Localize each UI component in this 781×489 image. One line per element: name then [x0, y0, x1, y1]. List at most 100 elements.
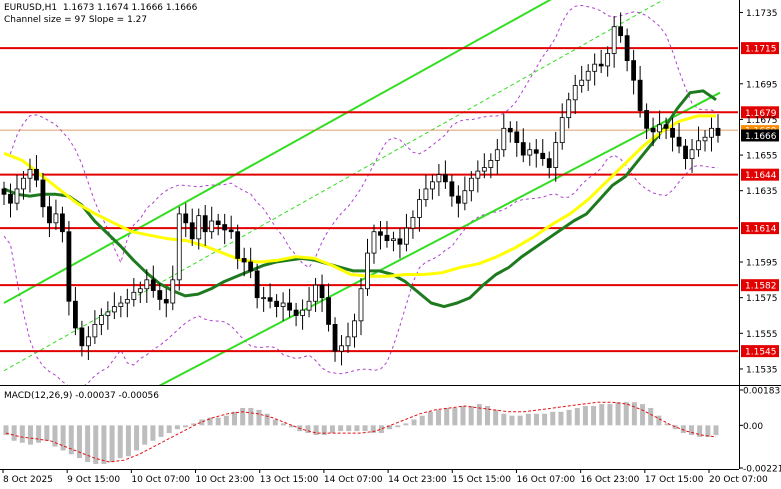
candle-body	[313, 284, 318, 302]
candle-body	[358, 288, 364, 322]
candle-body	[150, 279, 156, 291]
candle-body	[215, 220, 221, 225]
candle-body	[566, 99, 572, 119]
candle-body	[592, 63, 598, 72]
macd-histogram-bar	[117, 425, 123, 459]
macd-histogram-bar	[191, 423, 197, 426]
macd-histogram-bar	[460, 406, 466, 426]
candle-body	[73, 300, 78, 329]
macd-histogram-bar	[134, 425, 140, 451]
candle-body	[105, 311, 111, 316]
macd-histogram-bar	[444, 407, 450, 426]
macd-histogram-bar	[183, 425, 189, 428]
candle-body	[481, 167, 487, 172]
candle-body	[572, 85, 578, 101]
macd-histogram-bar	[493, 409, 499, 426]
price-tick-label: 1.1675	[746, 116, 778, 126]
slow-MA-line	[3, 114, 716, 278]
macd-histogram-bar	[109, 425, 115, 463]
candle-body	[66, 231, 72, 302]
candle-body	[202, 215, 208, 233]
candle-body	[429, 181, 435, 190]
candle-body	[709, 127, 714, 138]
time-axis: 8 Oct 2025 9 Oct 15:00 10 Oct 07:00 10 Oct …	[2, 469, 768, 485]
envelope-bands	[3, 4, 719, 385]
macd-histogram-bar	[501, 413, 507, 426]
macd-histogram-bar	[240, 407, 246, 426]
macd-histogram-bar	[346, 425, 352, 432]
macd-histogram-bar	[452, 407, 458, 426]
level-label-bg-1.1614	[741, 222, 779, 235]
candle-body	[494, 149, 500, 161]
candle-body	[280, 302, 286, 307]
candle-body	[637, 79, 643, 111]
candle-body	[436, 174, 442, 183]
macd-histogram-bar	[223, 415, 229, 426]
candle-body	[332, 323, 338, 352]
macd-histogram-bar	[280, 423, 286, 426]
level-label-bg-1.1582	[741, 279, 779, 292]
macd-histogram-bar	[313, 425, 319, 435]
macd-histogram-bar	[615, 402, 621, 426]
price-tick-label: 1.1655	[746, 152, 778, 162]
candle-body	[397, 238, 403, 245]
candle-body	[559, 117, 565, 143]
macd-histogram-bar	[11, 425, 17, 441]
candle-body	[27, 168, 33, 179]
macd-panel: 0.00183 0.00 -0.00221	[3, 387, 781, 475]
candle-body	[14, 188, 20, 204]
time-tick-label: 20 Oct 07:00	[709, 475, 768, 485]
macd-histogram-bar	[215, 417, 221, 426]
macd-histogram-bar	[158, 425, 164, 437]
current-price-tag: 1.1666	[745, 132, 777, 142]
channel-info: Channel size = 97 Slope = 1.27	[4, 15, 148, 25]
macd-histogram-bar	[664, 423, 670, 426]
candle-body	[520, 142, 526, 156]
level-label-1.1715: 1.1715	[745, 45, 777, 55]
candle-body	[417, 199, 422, 218]
candle-body	[546, 158, 552, 168]
macd-histogram-bar	[248, 407, 254, 426]
candle-body	[118, 302, 124, 307]
channel-lower-line	[158, 91, 721, 385]
macd-histogram-bar	[542, 413, 548, 426]
candle-body	[384, 234, 390, 242]
macd-histogram-bar	[150, 425, 156, 441]
macd-histogram-bar	[713, 425, 719, 435]
time-tick-label: 14 Oct 07:00	[324, 475, 383, 485]
candle-body	[92, 323, 98, 338]
macd-histogram-bar	[599, 404, 605, 426]
candle-body	[391, 238, 396, 242]
time-tick-label: 17 Oct 15:00	[645, 475, 704, 485]
candle-body	[501, 127, 507, 151]
macd-histogram-bar	[533, 413, 539, 426]
time-tick-label: 16 Oct 07:00	[516, 475, 575, 485]
macd-histogram-bar	[174, 425, 180, 430]
candle-body	[326, 297, 331, 325]
candle-body	[248, 261, 254, 272]
candle-body	[533, 149, 539, 154]
candle-body	[579, 79, 585, 86]
candle-body	[157, 290, 163, 300]
macd-histogram-bar	[387, 425, 393, 430]
channel-mid-line	[3, 0, 664, 372]
macd-histogram-bar	[517, 415, 523, 426]
macd-histogram-bar	[321, 425, 327, 435]
candle-body	[124, 299, 130, 304]
candle-body	[261, 297, 267, 300]
price-tick-label: 1.1635	[746, 187, 778, 197]
price-tick-label: 1.1535	[746, 365, 778, 375]
macd-tick-label: 0.00183	[743, 387, 780, 397]
price-tick-label: 1.1595	[746, 259, 778, 269]
macd-histogram-bar	[166, 425, 172, 434]
candle-body	[131, 291, 137, 300]
macd-tick-label: -0.00221	[743, 465, 781, 475]
macd-histogram-bar	[44, 425, 50, 441]
macd-histogram-bar	[27, 425, 33, 445]
macd-histogram-bar	[697, 425, 703, 437]
candle-body	[644, 110, 649, 129]
macd-histogram-bar	[93, 425, 99, 464]
candle-body	[163, 299, 169, 304]
envelope-lower	[3, 154, 719, 385]
